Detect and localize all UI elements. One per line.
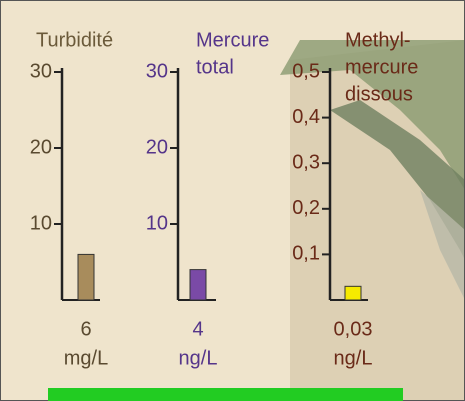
y-tick-label: 0,5 [292,60,320,82]
y-tick-label: 0,1 [292,243,320,265]
chart-title: dissous [345,83,413,105]
y-tick-label: 30 [30,60,52,82]
chart-title: mercure [345,56,418,78]
y-tick-label: 20 [146,136,168,158]
y-tick-label: 20 [30,136,52,158]
y-tick-label: 0,3 [292,151,320,173]
bar [190,270,206,300]
value-label: 0,03 [334,318,373,340]
y-tick-label: 30 [146,60,168,82]
y-tick-label: 10 [146,212,168,234]
chart-title: Mercure [196,29,269,51]
unit-label: ng/L [179,347,218,369]
chart: Turbidité 10 20 30 6 mg/L Mercure total 10 20 30 4 n… [0,0,465,401]
chart-title: total [196,56,234,78]
y-tick-label: 0,4 [292,106,320,128]
chart-title: Methyl- [345,29,411,51]
y-tick-label: 0,2 [292,197,320,219]
bar [345,286,361,300]
chart-title: Turbidité [36,29,113,51]
green-bar [48,388,403,401]
y-tick-label: 10 [30,212,52,234]
bar [78,254,94,300]
unit-label: ng/L [334,347,373,369]
value-label: 4 [192,318,203,340]
value-label: 6 [80,318,91,340]
unit-label: mg/L [64,347,108,369]
